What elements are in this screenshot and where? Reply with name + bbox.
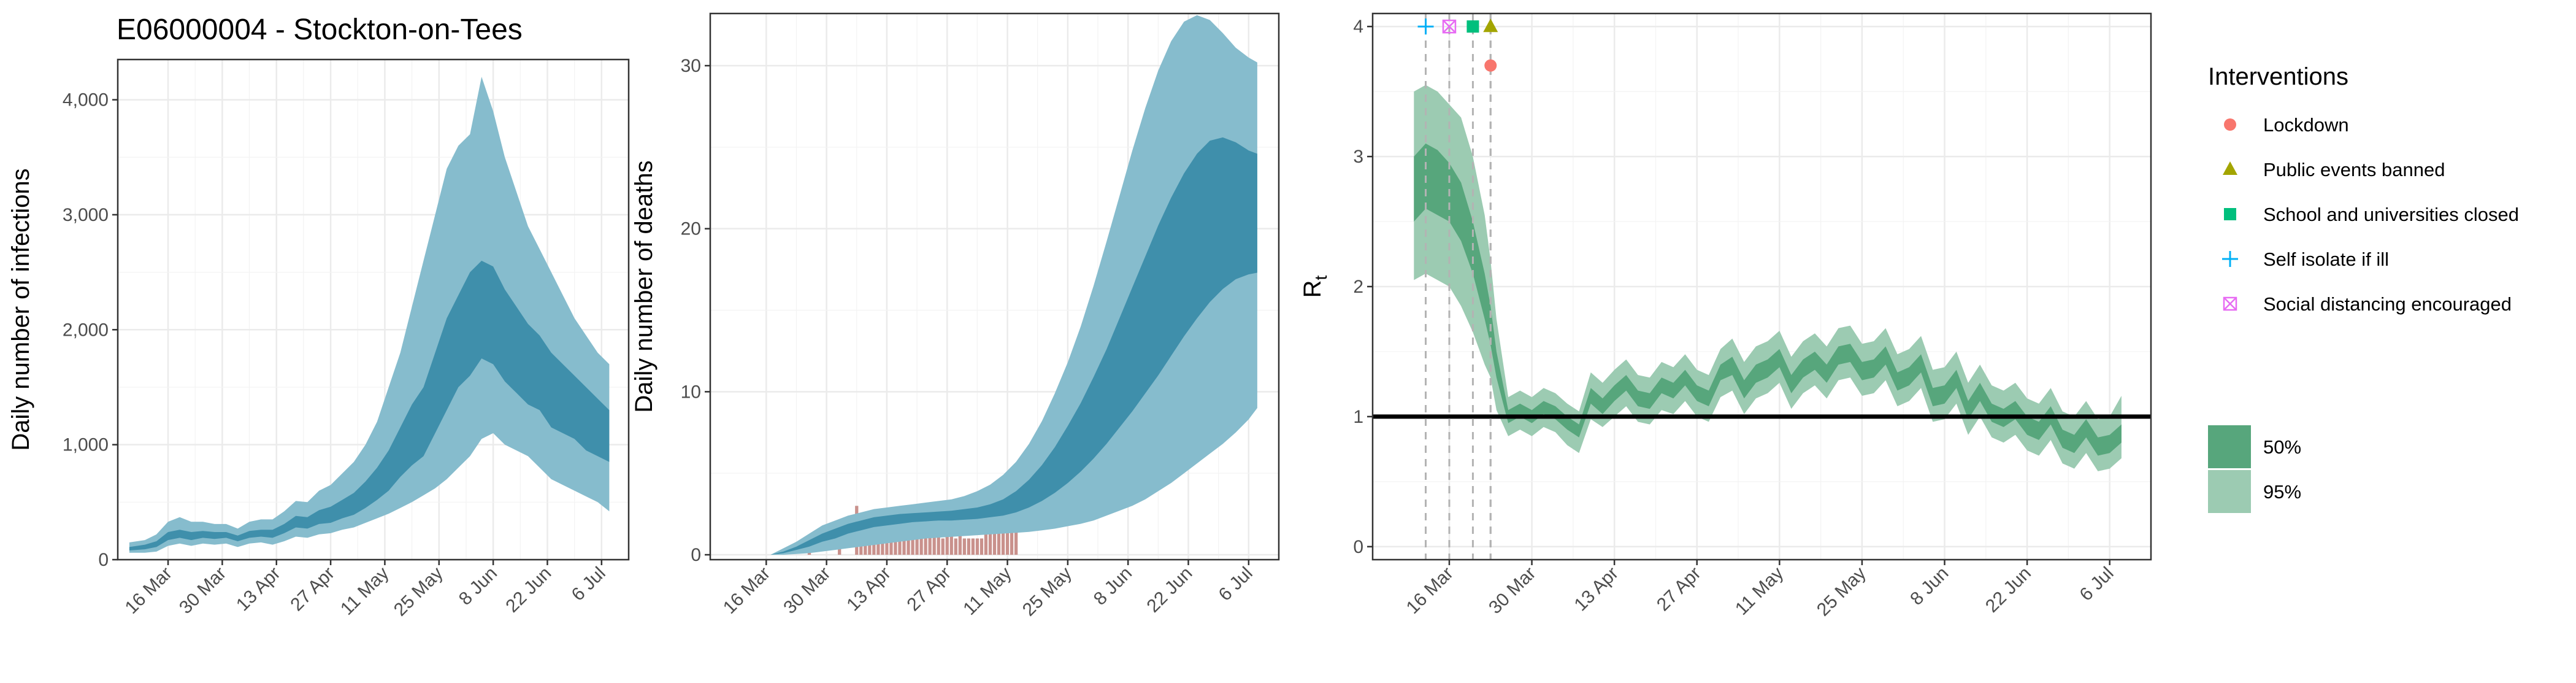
observed-death-bar [945,522,949,555]
y-tick-label: 30 [681,56,701,76]
legend-key-triangle [2223,161,2237,175]
legend-title: Interventions [2208,63,2348,90]
legend-key-circle [2224,118,2236,131]
legend-key-plus [2222,251,2238,267]
observed-death-bar [894,538,897,555]
boxx-box [1442,19,1457,34]
observed-death-bar [876,538,880,555]
observed-death-bar [979,538,984,555]
ribbon-50 [129,260,610,550]
observed-death-bar [928,522,932,555]
observed-death-bar [937,522,940,555]
observed-death-bar [967,538,970,555]
observed-death-bar [954,538,957,555]
observed-death-bar [975,538,979,555]
observed-death-bar [941,538,945,555]
y-tick-label: 0 [1353,537,1363,557]
y-tick-label: 3,000 [63,205,109,225]
intervention-marker-triangle [1483,18,1498,33]
observed-death-bar [988,522,992,555]
observed-death-bar [962,538,966,555]
panel-border [709,12,1280,561]
observed-death-bar [971,538,975,555]
legend-key-square [2224,208,2236,220]
legend-label: Social distancing encouraged [2263,293,2512,315]
y-tick-label: 20 [681,219,701,239]
y-tick-label: 1,000 [63,435,109,455]
ribbon-95 [129,77,610,553]
observed-death-bar [984,522,988,555]
plot-title: E06000004 - Stockton-on-Tees [117,14,523,46]
y-tick-label: 4 [1353,17,1363,37]
y-axis-title: Daily number of deaths [631,160,657,412]
legend-ci-label: 50% [2263,436,2301,458]
legend-label: Public events banned [2263,159,2445,180]
y-tick-label: 0 [691,545,701,565]
y-axis-title: Daily number of infections [7,168,34,450]
legend-label: School and universities closed [2263,204,2519,225]
y-tick-label: 2 [1353,277,1363,297]
observed-death-bar [911,538,914,555]
observed-death-bar [958,522,962,555]
observed-death-bar [1001,522,1005,555]
y-tick-label: 1 [1353,407,1363,427]
legend-label: Self isolate if ill [2263,249,2389,270]
legend-ci-label: 95% [2263,481,2301,503]
intervention-marker-square [1466,20,1479,33]
y-tick-label: 2,000 [63,320,109,340]
legend-ci-swatch [2208,470,2251,513]
y-tick-label: 3 [1353,147,1363,167]
y-axis-title-subscript: t [1311,275,1330,280]
y-tick-label: 0 [98,550,109,570]
observed-death-bar [949,522,953,555]
legend-key-boxx [2223,296,2237,311]
intervention-marker-boxx [1442,19,1457,34]
boxx-d2 [2223,297,2237,311]
ribbon-50 [770,137,1257,555]
ribbon-95 [1414,85,2122,471]
legend-ci-swatch [2208,425,2251,468]
legend: Interventions Lockdown Public events banne… [2208,63,2519,513]
intervention-marker-plus [1417,18,1434,35]
observed-death-bar [864,538,867,555]
legend-label: Lockdown [2263,114,2349,136]
ribbon-95 [770,15,1257,555]
intervention-marker-circle [1484,59,1497,72]
ribbon-50 [1414,143,2122,456]
panel-border [117,58,630,561]
y-tick-label: 4,000 [63,90,109,110]
boxx-d2 [1443,20,1456,34]
boxx-box [2223,296,2237,311]
y-tick-label: 10 [681,382,701,402]
